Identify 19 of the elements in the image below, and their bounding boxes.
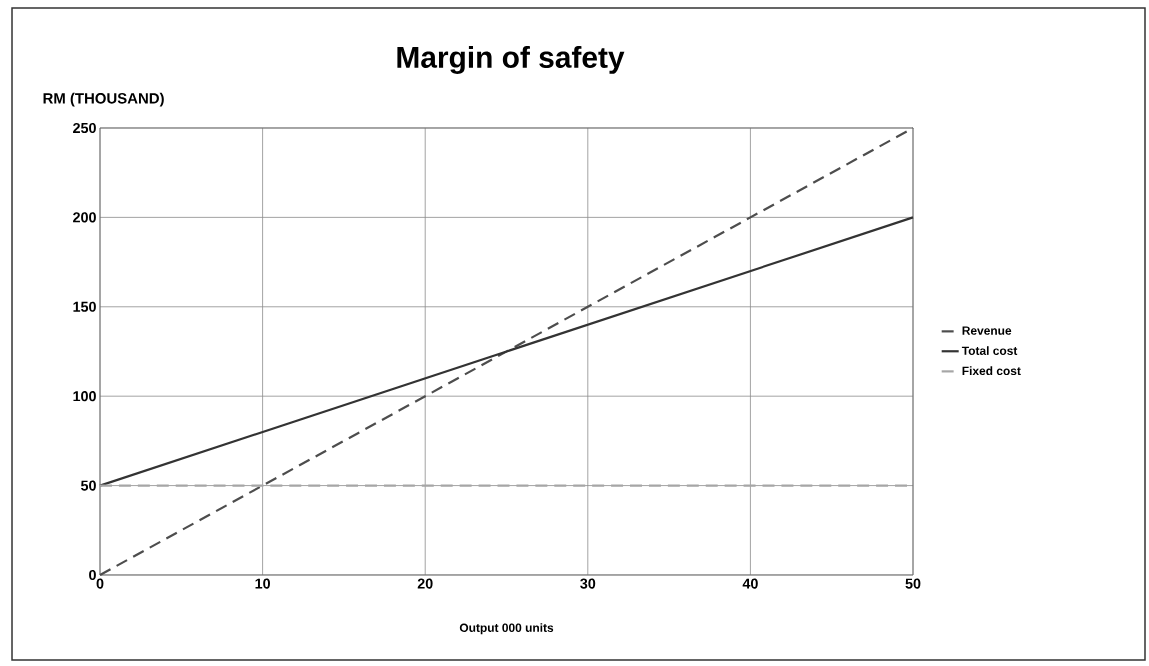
y-tick-label: 200 <box>73 212 96 223</box>
line-series <box>98 126 915 577</box>
chart-title: Margin of safety <box>397 45 625 74</box>
y-tick-label: 100 <box>73 391 96 402</box>
y-tick-label: 250 <box>73 122 96 134</box>
x-axis-title: Output 000 units <box>459 623 554 635</box>
legend-label: Total cost <box>961 346 1018 355</box>
x-tick-label: 20 <box>417 578 433 589</box>
y-tick-label: 50 <box>80 480 96 491</box>
y-tick-label: 0 <box>89 569 96 581</box>
legend-label: Revenue <box>962 326 1012 335</box>
legend-label: Fixed cost <box>962 366 1021 376</box>
x-tick-label: 10 <box>255 578 270 589</box>
y-axis-title: RM (THOUSAND) <box>43 92 164 107</box>
x-tick-label: 0 <box>96 578 104 589</box>
x-tick-label: 50 <box>905 578 921 589</box>
y-tick-label: 150 <box>73 301 96 312</box>
x-tick-label: 30 <box>580 578 596 589</box>
x-tick-label: 40 <box>742 578 758 589</box>
